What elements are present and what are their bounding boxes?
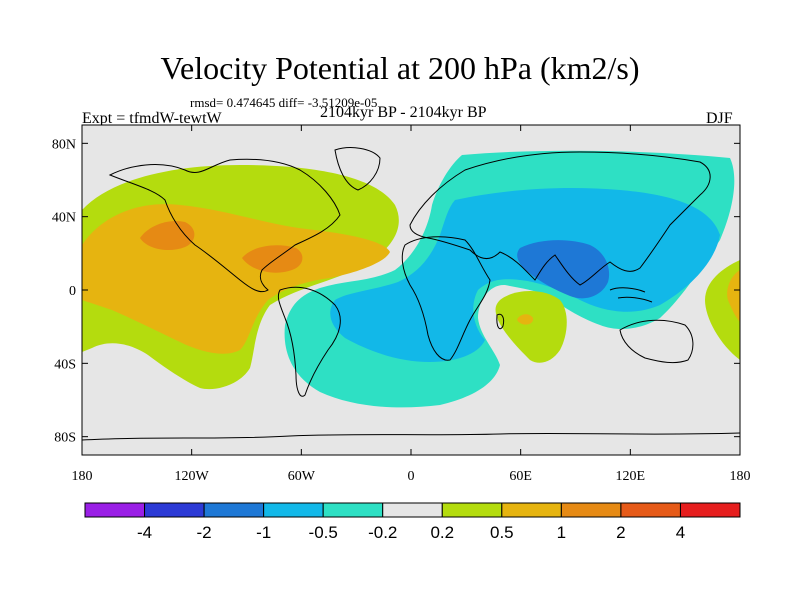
colorbar-label: -4 [137,523,152,542]
season-label: DJF [706,110,733,127]
colorbar-label: 2 [616,523,625,542]
chart-subtitle: 2104kyr BP - 2104kyr BP [320,104,487,121]
colorbar-swatch [620,502,681,518]
region-orange-indian-dot [517,314,534,325]
colorbar-swatch [679,502,741,518]
experiment-label: Expt = tfmdW-tewtW [82,110,222,127]
colorbar-label: -1 [256,523,271,542]
coast-indonesia [609,287,653,303]
colorbar-label: 4 [676,523,685,542]
colorbar-swatch [144,502,205,518]
y-axis: 80N 40N 0 40S 80S [52,137,740,446]
colorbar-swatch [382,502,443,518]
coast-greenland [334,147,381,191]
coast-madagascar [496,313,505,330]
coast-australia [619,319,694,364]
coast-africa [401,236,491,361]
colorbar-swatch [560,502,622,518]
coastlines [82,147,740,441]
colorbar-swatch [203,502,265,518]
x-tick-label: 60E [509,469,532,484]
region-orange-east-edge [727,270,740,322]
y-tick-label: 0 [69,284,76,299]
colorbar-label: -0.5 [309,523,338,542]
colorbar-swatch [501,502,562,518]
coast-eurasia [409,151,711,286]
colorbar-label: 0.2 [430,523,454,542]
stats-text: rmsd= 0.474645 diff= -3.51209e-05 [190,95,378,110]
chart-title: Velocity Potential at 200 hPa (km2/s) [160,50,640,86]
x-tick-label: 0 [408,469,415,484]
coast-south-america [277,286,341,397]
y-tick-label: 80N [52,137,76,152]
x-axis: 180 120W 60W 0 60E 120E 180 [72,125,751,484]
region-positive-indian [495,291,567,363]
colorbar: -4 -2 -1 -0.5 -0.2 0.2 0.5 1 2 4 [84,502,741,542]
colorbar-swatch [263,502,324,518]
x-tick-label: 60W [288,469,316,484]
colorbar-label: -2 [197,523,212,542]
region-darkorange-caribbean [242,245,303,273]
region-darkorange-pacific [140,220,195,250]
x-tick-label: 120E [616,469,646,484]
y-tick-label: 40S [54,357,76,372]
y-tick-label: 80S [54,431,76,446]
x-tick-label: 120W [175,469,210,484]
x-tick-label: 180 [72,469,93,484]
colorbar-swatch [322,502,384,518]
coast-north-america [108,158,341,293]
coast-antarctica [82,432,740,441]
field-layer [82,125,740,455]
region-blue-southasia [330,188,720,362]
colorbar-label: 0.5 [490,523,514,542]
colorbar-swatch [84,502,146,518]
colorbar-label: 1 [557,523,566,542]
region-darkblue-core [517,240,610,299]
colorbar-label: -0.2 [368,523,397,542]
y-tick-label: 40N [52,211,76,226]
colorbar-swatch [441,502,503,518]
x-tick-label: 180 [730,469,751,484]
